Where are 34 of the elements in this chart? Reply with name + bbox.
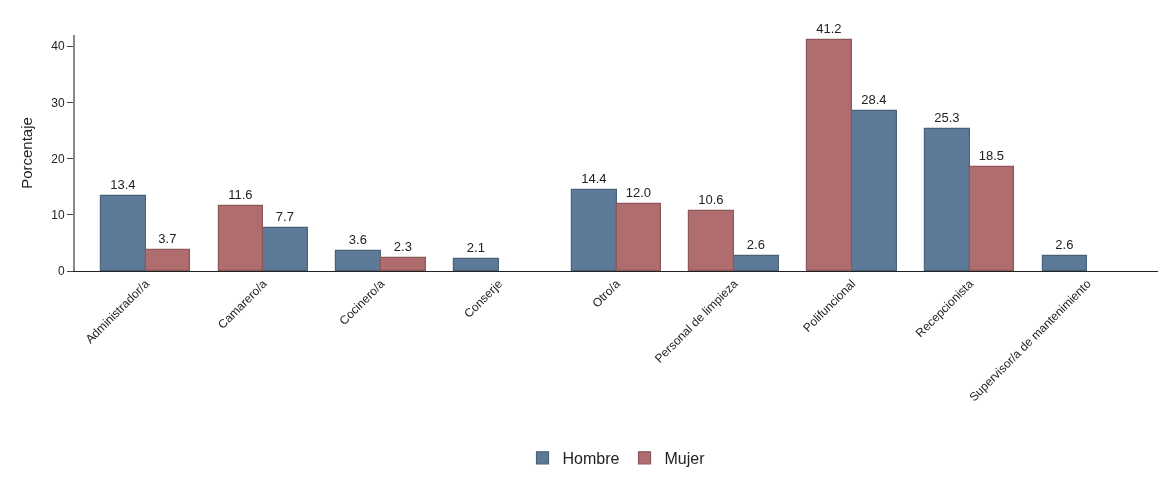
y-tick-label: 40: [51, 39, 65, 54]
bar: [968, 165, 1014, 271]
data-label: 7.7: [275, 209, 294, 225]
data-label: 2.1: [466, 240, 485, 256]
data-label: 25.3: [934, 110, 960, 126]
y-tick-label: 20: [51, 151, 65, 166]
data-label: 18.5: [978, 148, 1005, 164]
data-label: 2.6: [1055, 237, 1074, 253]
bar: [99, 194, 146, 271]
y-tick-label: 30: [51, 95, 65, 110]
data-label: 10.6: [698, 192, 724, 208]
bar: [923, 127, 970, 271]
y-axis-title: Porcentaje: [17, 117, 35, 189]
data-label: 41.2: [816, 21, 842, 37]
data-label: 11.6: [228, 187, 253, 203]
data-label: 3.6: [348, 232, 367, 248]
y-tick-label: 10: [51, 208, 65, 223]
data-label: 3.7: [158, 231, 177, 247]
bar: [452, 257, 499, 271]
legend-label: Mujer: [664, 450, 706, 468]
data-label: 2.3: [393, 239, 412, 255]
bar: [334, 249, 381, 271]
data-label: 13.4: [110, 177, 136, 193]
data-label: 14.4: [581, 171, 607, 187]
bar: [570, 188, 617, 271]
data-label: 2.6: [746, 237, 765, 253]
bar: [144, 248, 190, 271]
bar: [379, 256, 426, 271]
legend-label: Hombre: [562, 450, 620, 468]
bar: [1041, 254, 1087, 271]
bar: [615, 202, 661, 271]
y-tick-label: 0: [57, 264, 65, 279]
data-label: 28.4: [861, 92, 887, 108]
data-label: 12.0: [625, 185, 652, 201]
